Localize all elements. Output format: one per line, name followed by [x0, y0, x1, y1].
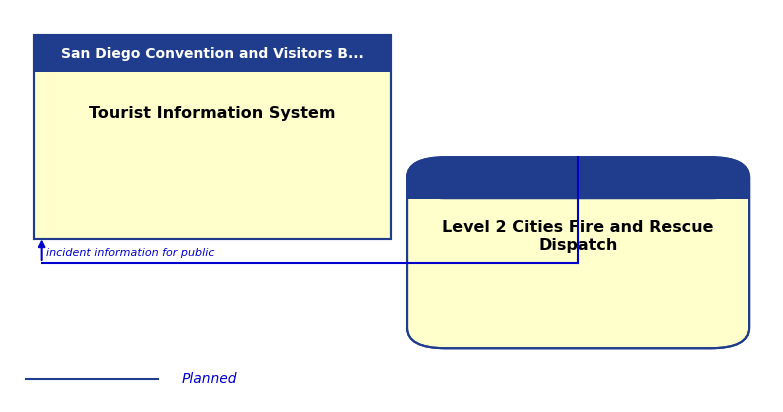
Text: Level 2 Cities Fire and Rescue
Dispatch: Level 2 Cities Fire and Rescue Dispatch [442, 220, 714, 253]
Bar [34, 35, 392, 72]
Text: Tourist Information System: Tourist Information System [89, 106, 336, 121]
Bar [34, 35, 392, 239]
Text: incident information for public: incident information for public [45, 248, 214, 258]
FancyBboxPatch shape [407, 157, 749, 199]
Text: Planned: Planned [182, 372, 237, 386]
FancyBboxPatch shape [407, 157, 749, 348]
Text: San Diego Convention and Visitors B...: San Diego Convention and Visitors B... [61, 47, 364, 61]
Bar [407, 178, 749, 199]
Bar [34, 35, 392, 239]
